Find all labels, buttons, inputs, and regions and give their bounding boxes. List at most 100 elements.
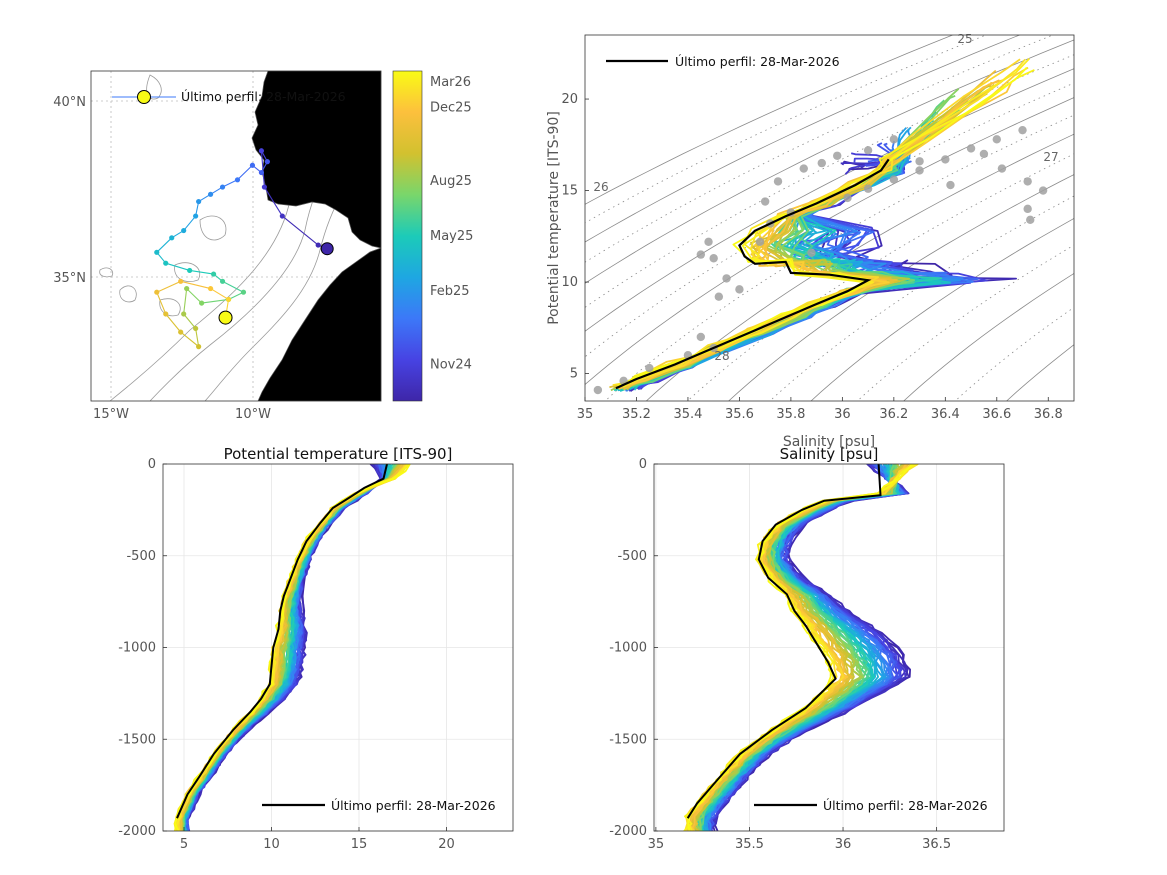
ts-x-ticks: 35 35.2 35.4 35.6 35.8 36 36.2 36.4 36.6 36.8 — [577, 397, 1063, 422]
isopycnal-labels: 25 26 27 28 — [593, 32, 1058, 363]
x-tick-label: 36.2 — [879, 407, 908, 422]
trajectory-segment — [210, 288, 229, 300]
historic-dot — [817, 158, 826, 168]
trajectory-point — [279, 213, 285, 219]
salinity-legend-label: Último perfil: 28-Mar-2026 — [823, 798, 988, 813]
salinity-profile-line — [702, 464, 902, 831]
x-tick-label: 36 — [835, 837, 852, 852]
trajectory-point — [258, 148, 265, 154]
historic-dot — [941, 155, 950, 164]
trajectory-point — [210, 271, 217, 277]
isopycnal-line — [810, 217, 1074, 401]
x-tick-label: 35.6 — [725, 407, 754, 422]
y-tick-label: -2000 — [118, 824, 156, 839]
trajectory-segment — [165, 262, 190, 271]
trajectory-segment — [165, 313, 182, 333]
historic-dot — [992, 135, 1001, 144]
trajectory-point — [249, 162, 256, 168]
x-tick-label: 36.6 — [982, 407, 1011, 422]
colorbar-label: Nov24 — [430, 357, 472, 372]
trajectory-point — [163, 311, 169, 317]
x-tick-label: 35 — [648, 837, 665, 852]
trajectory-point — [184, 285, 190, 292]
trajectory-point — [261, 184, 268, 190]
trajectory-point — [234, 177, 241, 183]
historic-dot — [645, 363, 654, 373]
trajectory-segment — [156, 280, 181, 293]
historic-dot — [755, 237, 765, 246]
temperature-legend-label: Último perfil: 28-Mar-2026 — [331, 798, 496, 813]
trajectory-segment — [180, 280, 211, 290]
historic-dot — [704, 237, 713, 246]
trajectory-point — [193, 325, 199, 332]
isopycnal-label: 25 — [957, 32, 972, 46]
trajectory-segment — [183, 288, 188, 315]
historic-dot — [889, 175, 899, 184]
trajectory-segment — [183, 215, 197, 231]
temperature-y-ticks: -2000 -1500 -1000 -500 0 — [118, 457, 167, 839]
trajectory-point — [264, 159, 270, 165]
isopycnal-label: 28 — [714, 349, 729, 363]
colorbar-label: Mar26 — [430, 75, 471, 90]
map-panel: 15°W 10°W 40°N 35°N Último perfil: 28-Ma… — [53, 70, 382, 422]
historic-dot — [946, 180, 955, 190]
trajectory-segment — [180, 331, 199, 348]
y-tick-label: -500 — [617, 549, 647, 564]
trajectory-point — [219, 278, 226, 284]
trajectory-point — [178, 278, 184, 284]
land-area — [251, 71, 381, 401]
trajectory-point — [207, 285, 214, 292]
deployment-marker — [320, 242, 334, 256]
isopycnal-line — [769, 195, 1074, 401]
trajectory-point — [225, 296, 232, 303]
isopycnal-line — [585, 97, 1074, 386]
historic-dot — [714, 292, 724, 301]
trajectory-point — [199, 300, 205, 306]
map-legend: Último perfil: 28-Mar-2026 — [112, 89, 346, 104]
colorbar-label: Dec25 — [430, 101, 472, 116]
historic-dot — [966, 144, 976, 153]
trajectory-point — [196, 198, 202, 205]
trajectory-segment — [222, 179, 238, 188]
trajectory-point — [181, 227, 187, 234]
historic-dot — [915, 166, 924, 175]
historic-dot — [1023, 204, 1032, 214]
trajectory-segment — [156, 291, 167, 315]
temperature-legend: Último perfil: 28-Mar-2026 — [262, 798, 496, 813]
isopycnal-line — [954, 306, 1074, 401]
trajectory — [154, 148, 334, 350]
ts-x-axis-label: Salinity [psu] — [783, 434, 875, 450]
historic-dot — [889, 135, 899, 144]
historic-dot — [863, 146, 873, 155]
x-tick-label: 35.5 — [735, 837, 764, 852]
colorbar-label: Aug25 — [430, 174, 472, 189]
isopycnal-label: 26 — [593, 180, 608, 194]
trajectory-point — [154, 289, 160, 295]
x-tick-label: 36.4 — [931, 407, 960, 422]
isopycnal-line — [1006, 344, 1074, 401]
isopycnal-line — [686, 153, 1074, 401]
trajectory-segment — [186, 288, 203, 304]
isopycnal-line — [903, 272, 1074, 401]
colorbar-label: May25 — [430, 229, 473, 244]
historic-dot — [760, 197, 770, 206]
x-tick-label: 36.8 — [1034, 407, 1063, 422]
x-tick-label: 10 — [263, 837, 280, 852]
temperature-panel: 5 10 15 20 -2000 -1500 -1000 -500 0 Potential t… — [118, 445, 514, 852]
colorbar-label: Feb25 — [430, 284, 470, 299]
map-legend-marker — [137, 90, 151, 104]
historic-dot — [833, 151, 842, 160]
y-tick-label: 20 — [561, 92, 578, 107]
trajectory-segment — [237, 164, 253, 181]
trajectory-point — [154, 249, 160, 255]
temperature-x-ticks: 5 10 15 20 — [180, 827, 455, 852]
map-y-ticks: 40°N 35°N — [53, 95, 86, 286]
y-tick-label: 15 — [561, 184, 578, 199]
salinity-y-ticks: -2000 -1500 -1000 -500 0 — [609, 457, 658, 839]
trajectory-point — [163, 260, 169, 266]
historic-dot — [863, 184, 873, 193]
ts-profile-line — [622, 58, 1021, 388]
salinity-legend: Último perfil: 28-Mar-2026 — [754, 798, 988, 813]
ts-profile-line — [621, 81, 1013, 388]
trajectory-point — [178, 329, 184, 335]
